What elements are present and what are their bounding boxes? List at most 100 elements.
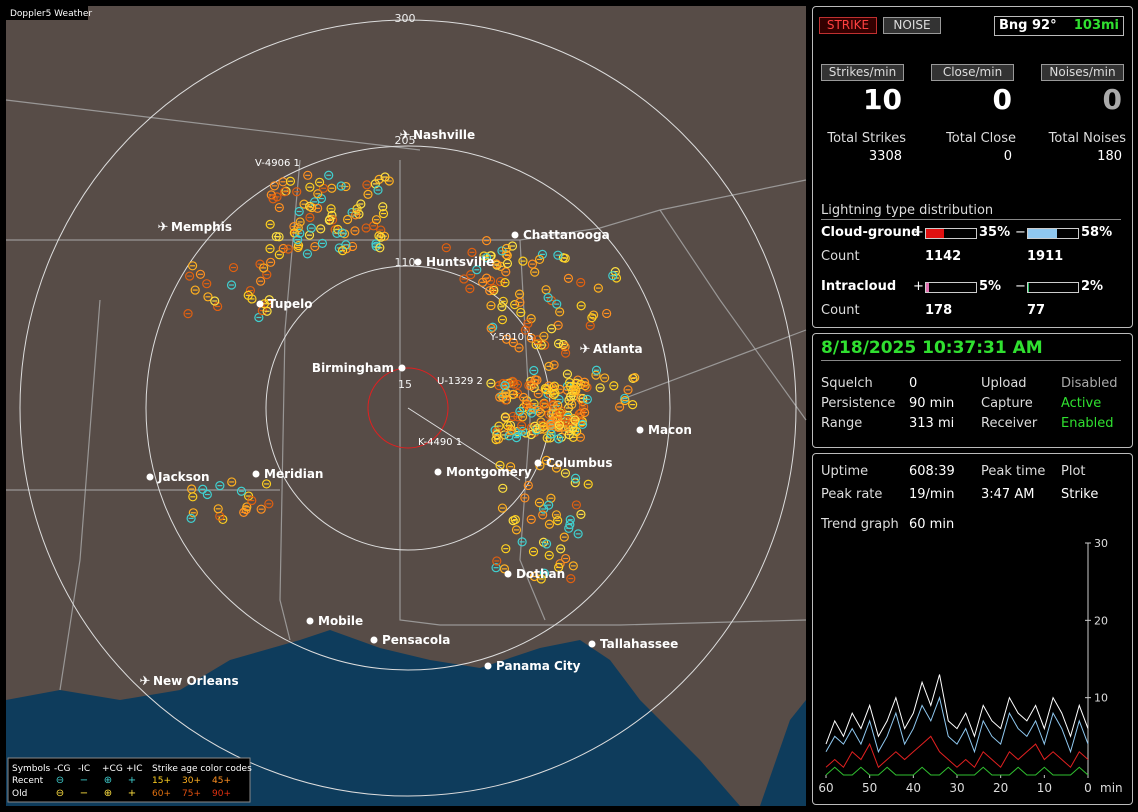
rate-button[interactable]: Strikes/min [821,64,904,81]
strike-ring [264,499,274,509]
strike-symbol [185,271,195,281]
legend-age: 90+ [212,789,231,799]
strike-symbol [553,516,563,526]
percent-bar-box [1027,282,1079,293]
sign: − [1015,225,1026,240]
strike-symbol [210,296,220,306]
strike-symbol [226,280,237,290]
strike-ring [615,402,625,412]
strike-symbol [488,322,498,332]
strike-symbol [516,307,526,318]
legend-age: 15+ [152,776,171,786]
strike-symbol [541,539,552,549]
strike-ring [259,263,269,273]
strike-symbol [336,181,346,191]
range-ring [367,367,449,449]
strike-symbol [356,199,366,209]
strike-ring [337,228,347,238]
strike-ring [550,388,560,398]
strike-ring [305,212,315,223]
strike-ring [518,392,529,402]
strike-symbol [600,373,610,383]
strike-symbol [491,259,502,269]
strike-symbol [526,381,536,391]
strike-button[interactable]: STRIKE [819,17,877,34]
strike-ring [566,573,576,584]
status-value: 313 mi [909,416,955,431]
strike-ring [552,412,562,422]
x-tick-label: 30 [949,781,964,795]
city-dot [256,300,264,308]
strike-symbol [576,418,587,428]
noise-button[interactable]: NOISE [883,17,941,34]
strike-ring [472,265,482,275]
strike-ring [559,532,569,542]
strike-ring [576,277,586,288]
total-value: 3308 [868,149,902,164]
legend-age: 60+ [152,789,171,799]
strike-symbol [187,261,198,271]
strike-ring [313,189,323,199]
city-dot [306,617,314,625]
strike-ring [573,529,583,539]
strike-symbol [554,394,564,405]
strike-ring [513,428,523,438]
strike-ring [561,553,571,564]
rate-button[interactable]: Noises/min [1041,64,1124,81]
strike-symbol [492,556,502,566]
strike-symbol [236,486,247,496]
strike-symbol [479,251,489,261]
strike-ring [459,274,469,284]
strike-ring [370,179,380,189]
sign: + [913,279,924,294]
strike-symbol [515,406,525,417]
strike-ring [595,383,605,393]
strike-symbol [518,426,528,436]
strike-symbol [215,481,225,491]
city-label: Dothan [516,567,565,581]
strike-symbol [498,296,508,306]
total-label: Total Strikes [827,131,906,146]
strike-symbol [551,510,562,520]
strike-symbol [295,217,305,227]
strike-symbol [280,187,290,197]
strike-ring [551,510,562,520]
strike-ring [575,432,585,442]
rate-button[interactable]: Close/min [931,64,1014,81]
y-tick-label: 20 [1094,614,1108,627]
strike-ring [356,199,366,209]
strike-symbol [188,508,198,518]
strike-ring [508,389,518,400]
strike-symbol [482,253,492,263]
trend-window: 60 min [909,517,955,532]
status-label: Squelch [821,376,873,391]
strike-ring [580,407,590,418]
strike-symbol [302,249,313,259]
state-line [619,329,807,401]
datetime: 8/18/2025 10:37:31 AM [821,338,1043,358]
strike-ring [501,267,511,277]
strike-ring [553,400,563,410]
legend-age: 75+ [182,789,201,799]
strike-symbol [292,187,302,197]
strike-symbol [533,405,543,416]
strike-ring [497,246,507,256]
strike-ring [293,223,303,233]
strike-ring [285,176,296,186]
strike-symbol [465,284,475,294]
strike-symbol [506,425,517,435]
strike-ring [552,299,562,309]
strike-ring [530,375,540,385]
strike-ring [527,408,537,418]
airport-icon: ✈ [158,220,169,235]
strike-symbol [517,412,528,422]
state-line [659,209,807,421]
strike-ring [564,430,574,440]
trend-line [825,735,1089,769]
stat-label: Peak rate [821,487,883,502]
strike-ring [307,202,317,213]
legend-row-label: Old [12,789,27,799]
strike-symbol [497,315,508,325]
legend-column: -IC [78,764,90,774]
